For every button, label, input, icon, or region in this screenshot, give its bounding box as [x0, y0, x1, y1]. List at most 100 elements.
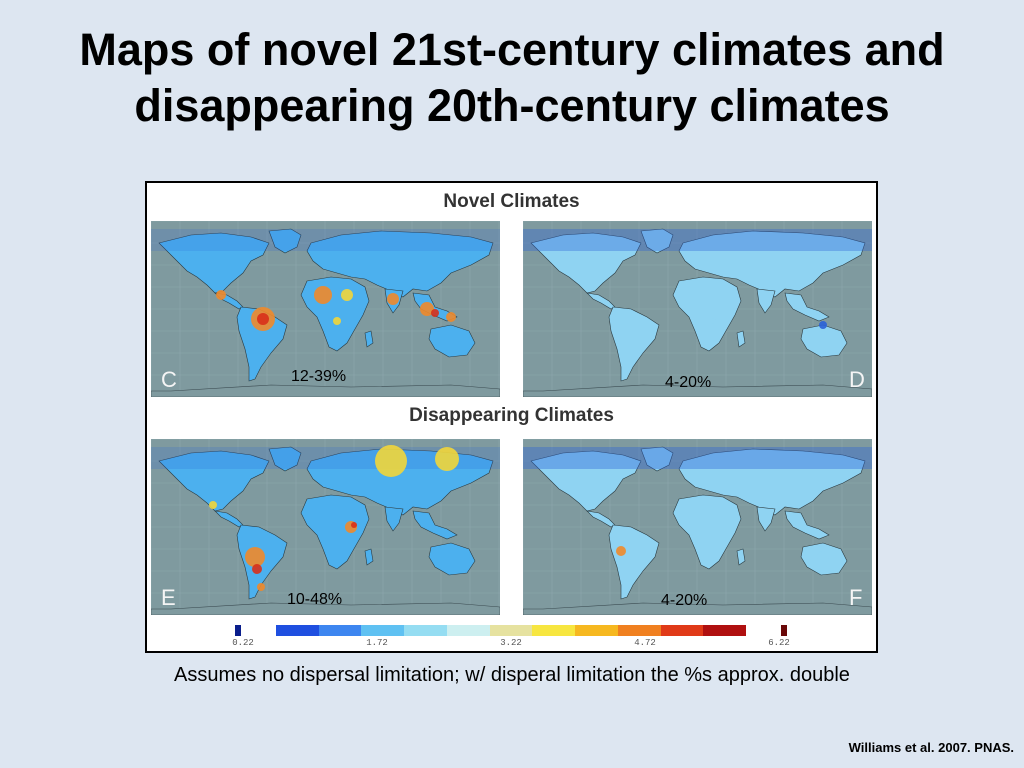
climate-hotspot	[209, 501, 217, 509]
climate-hotspot	[817, 551, 829, 563]
continent-eurasia	[678, 230, 866, 298]
continent-africa	[672, 494, 742, 570]
climate-hotspot	[216, 290, 226, 300]
continent-antarctica	[151, 602, 500, 615]
world-map-c	[151, 221, 500, 397]
continent-madagascar	[736, 548, 746, 566]
panel-range-label-f: 4-20%	[661, 592, 708, 609]
continent-south-america	[608, 524, 660, 600]
continent-antarctica	[523, 384, 872, 397]
continent-india	[756, 288, 776, 314]
slide-title-line-2: disappearing 20th-century climates	[134, 80, 890, 131]
world-map-d	[523, 221, 872, 397]
climate-hotspot	[420, 302, 434, 316]
slide-title-line-1: Maps of novel 21st-century climates and	[79, 24, 945, 75]
continent-madagascar	[736, 330, 746, 348]
climate-hotspot	[435, 447, 459, 471]
citation: Williams et al. 2007. PNAS.	[848, 740, 1014, 755]
colorbar-swatch	[780, 625, 787, 636]
high-latitude-shading	[151, 229, 500, 251]
climate-hotspot	[446, 312, 456, 322]
panel-letter-c: C	[161, 367, 177, 392]
climate-hotspot	[257, 583, 265, 591]
colorbar-swatch	[703, 625, 747, 636]
continent-australia	[800, 324, 848, 358]
high-latitude-shading	[523, 447, 872, 469]
continent-south-america	[608, 306, 660, 382]
colorbar-tick: 4.72	[634, 638, 656, 648]
world-map-e	[151, 439, 500, 615]
colorbar-tick: 0.22	[232, 638, 254, 648]
continent-africa	[300, 494, 370, 570]
map-panel-f: F 4-20%	[523, 439, 872, 615]
continent-southeast-asia	[784, 292, 830, 322]
climate-hotspot	[710, 318, 716, 324]
colorbar-swatch	[446, 625, 490, 636]
continent-north-america	[158, 450, 270, 512]
novel-climates-heading: Novel Climates	[443, 191, 580, 212]
panel-letter-f: F	[849, 585, 863, 610]
climate-hotspot	[375, 445, 407, 477]
continent-eurasia	[306, 230, 494, 298]
continent-south-america	[236, 306, 288, 382]
continent-southeast-asia	[412, 510, 458, 540]
colorbar-swatch	[660, 625, 704, 636]
continent-madagascar	[364, 548, 374, 566]
continent-india	[756, 506, 776, 532]
continent-southeast-asia	[784, 510, 830, 540]
continent-eurasia	[678, 448, 866, 516]
colorbar-swatch	[361, 625, 405, 636]
map-panel-e: E 10-48%	[151, 439, 500, 615]
colorbar-swatch	[575, 625, 618, 636]
continent-antarctica	[151, 384, 500, 397]
slide-title: Maps of novel 21st-century climates and …	[0, 22, 1024, 134]
panel-range-label-d: 4-20%	[665, 374, 712, 391]
colorbar-tick: 1.72	[366, 638, 388, 648]
map-panel-d: D 4-20%	[523, 221, 872, 397]
continent-antarctica	[523, 602, 872, 615]
panel-letter-e: E	[161, 585, 176, 610]
climate-hotspot	[245, 547, 265, 567]
continent-greenland	[268, 228, 302, 254]
climate-hotspot	[819, 321, 827, 329]
colorbar-swatch	[489, 625, 533, 636]
colorbar-swatch	[318, 625, 362, 636]
continent-australia	[428, 542, 476, 576]
continent-north-america	[158, 232, 270, 294]
colorbar-swatch	[275, 625, 319, 636]
continent-greenland	[640, 446, 674, 472]
climate-hotspot	[616, 546, 626, 556]
colorbar-tick: 6.22	[768, 638, 790, 648]
climate-hotspot	[314, 286, 332, 304]
high-latitude-shading	[523, 229, 872, 251]
panel-letter-d: D	[849, 367, 865, 392]
world-map-f	[523, 439, 872, 615]
continent-australia	[428, 324, 476, 358]
climate-hotspot	[431, 309, 439, 317]
high-latitude-shading	[151, 447, 500, 469]
climate-hotspot	[351, 522, 357, 528]
continent-greenland	[268, 446, 302, 472]
continent-north-america	[530, 450, 642, 512]
colorbar-swatch	[235, 625, 242, 636]
slide-caption: Assumes no dispersal limitation; w/ disp…	[174, 664, 850, 686]
colorbar-tick: 3.22	[500, 638, 522, 648]
panel-range-label-c: 12-39%	[291, 368, 347, 385]
colorbar-legend: 0.22 1.72 3.22 4.72 6.22	[232, 625, 790, 648]
climate-hotspot	[333, 317, 341, 325]
continent-madagascar	[364, 330, 374, 348]
continent-north-america	[530, 232, 642, 294]
continent-africa	[672, 276, 742, 352]
colorbar-swatch	[532, 625, 576, 636]
climate-hotspot	[257, 313, 269, 325]
colorbar-swatch	[404, 625, 447, 636]
climate-hotspot	[252, 564, 262, 574]
climate-hotspot	[341, 289, 353, 301]
climate-hotspot	[387, 293, 399, 305]
map-panel-c: C 12-39%	[151, 221, 500, 397]
continent-greenland	[640, 228, 674, 254]
colorbar-gradient	[235, 625, 787, 636]
disappearing-climates-heading: Disappearing Climates	[409, 405, 614, 426]
panel-range-label-e: 10-48%	[287, 591, 343, 608]
climate-maps-figure: Novel Climates C 12-39% D 4-20% Disappea…	[145, 181, 878, 653]
